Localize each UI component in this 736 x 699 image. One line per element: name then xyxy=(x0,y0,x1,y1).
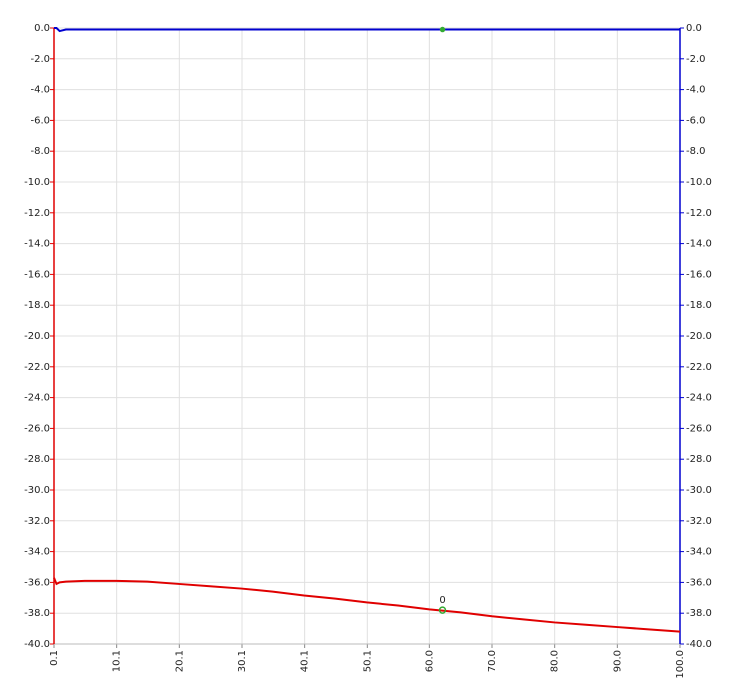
y-tick-label: -36.0 xyxy=(24,577,50,588)
y-tick-label: -28.0 xyxy=(24,454,50,465)
y-tick-label: -32.0 xyxy=(24,516,50,527)
y2-tick-label: -14.0 xyxy=(686,239,712,250)
y2-tick-label: -20.0 xyxy=(686,331,712,342)
x-tick-label: 90.0 xyxy=(612,650,623,672)
y-tick-label: -30.0 xyxy=(24,485,50,496)
series-line xyxy=(53,577,681,633)
x-tick-label: 100.0 xyxy=(675,650,686,679)
x-tick-label: 60.0 xyxy=(424,650,435,672)
x-tick-label: 70.0 xyxy=(487,650,498,672)
marker xyxy=(438,606,447,614)
x-tick-label: 10.1 xyxy=(112,650,123,672)
y2-tick-label: -32.0 xyxy=(686,516,712,527)
x-tick-label: 30.1 xyxy=(237,650,248,672)
y-tick-label: -40.0 xyxy=(24,639,50,650)
y2-tick-label: -36.0 xyxy=(686,577,712,588)
y2-tick-label: -40.0 xyxy=(686,639,712,650)
y2-tick-label: 0.0 xyxy=(686,23,702,34)
y-tick-label: -24.0 xyxy=(24,393,50,404)
y-tick-label: -18.0 xyxy=(24,300,50,311)
y-tick-label: -2.0 xyxy=(30,54,50,65)
y2-tick-label: -8.0 xyxy=(686,146,706,157)
x-tick-label: 40.1 xyxy=(300,650,311,672)
y-tick-label: -26.0 xyxy=(24,423,50,434)
y-tick-label: -10.0 xyxy=(24,177,50,188)
y-tick-label: -14.0 xyxy=(24,239,50,250)
y2-tick-label: -30.0 xyxy=(686,485,712,496)
y2-tick-label: -6.0 xyxy=(686,115,706,126)
y2-tick-label: -22.0 xyxy=(686,362,712,373)
x-tick-label: 0.1 xyxy=(49,650,60,666)
y-tick-label: -38.0 xyxy=(24,608,50,619)
y2-tick-label: -12.0 xyxy=(686,208,712,219)
y-tick-label: -34.0 xyxy=(24,547,50,558)
y2-tick-label: -18.0 xyxy=(686,300,712,311)
y2-tick-label: -34.0 xyxy=(686,547,712,558)
y-tick-label: -8.0 xyxy=(30,146,50,157)
y2-tick-label: -26.0 xyxy=(686,423,712,434)
y2-tick-label: -16.0 xyxy=(686,269,712,280)
y2-tick-label: -28.0 xyxy=(686,454,712,465)
y2-tick-label: -10.0 xyxy=(686,177,712,188)
y-tick-label: -6.0 xyxy=(30,115,50,126)
y-tick-label: -12.0 xyxy=(24,208,50,219)
series-line xyxy=(54,27,680,33)
y-tick-label: 0.0 xyxy=(34,23,50,34)
x-tick-label: 20.1 xyxy=(174,650,185,672)
marker-label: 0 xyxy=(439,595,445,606)
y2-tick-label: -24.0 xyxy=(686,393,712,404)
marker xyxy=(439,26,446,33)
y-tick-label: -22.0 xyxy=(24,362,50,373)
x-tick-label: 80.0 xyxy=(550,650,561,672)
y2-tick-label: -2.0 xyxy=(686,54,706,65)
y-tick-label: -4.0 xyxy=(30,85,50,96)
y-tick-label: -16.0 xyxy=(24,269,50,280)
y2-tick-label: -38.0 xyxy=(686,608,712,619)
y2-tick-label: -4.0 xyxy=(686,85,706,96)
y-tick-label: -20.0 xyxy=(24,331,50,342)
x-tick-label: 50.1 xyxy=(362,650,373,672)
